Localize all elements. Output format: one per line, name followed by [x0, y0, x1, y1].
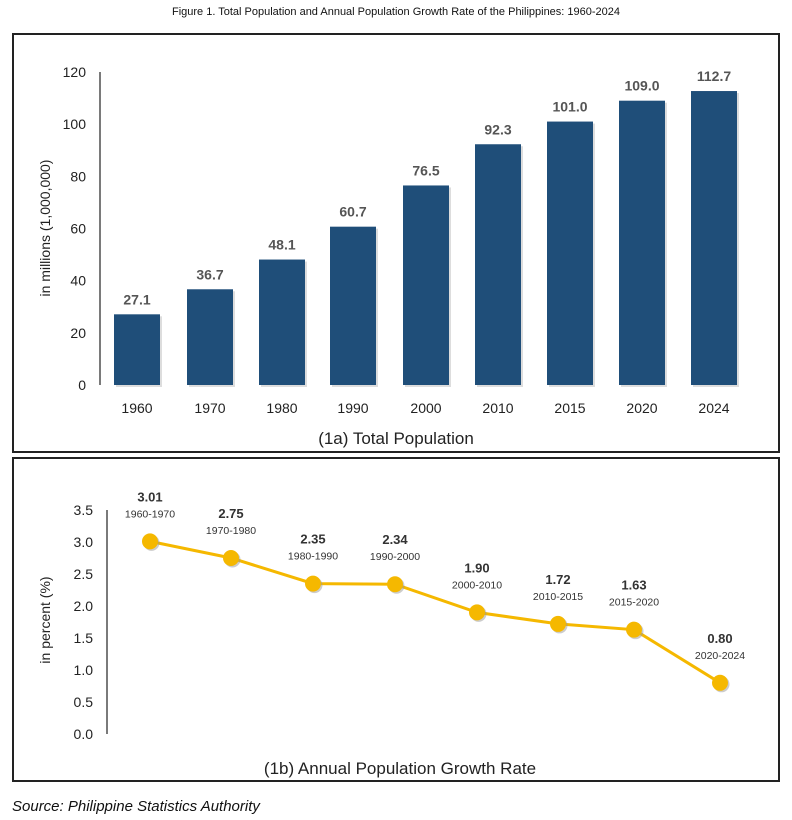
data-point [626, 621, 642, 638]
x-tick-label: 2015 [554, 400, 585, 416]
x-tick-label: 2000 [410, 400, 441, 416]
y-tick-label: 2.5 [74, 566, 94, 582]
y-tick-label: 2.0 [74, 598, 94, 614]
point-value-label: 0.80 [707, 631, 732, 646]
point-period-label: 2000-2010 [452, 579, 502, 591]
bar-data-label: 36.7 [196, 266, 223, 282]
y-axis-label: in millions (1,000,000) [37, 160, 53, 297]
x-tick-label: 2024 [698, 400, 729, 416]
data-point [305, 575, 321, 592]
y-tick-label: 1.5 [74, 630, 94, 646]
bar [619, 100, 665, 386]
point-period-label: 1980-1990 [288, 551, 338, 563]
bar-data-label: 60.7 [339, 204, 366, 220]
series-line [149, 539, 721, 685]
bar [475, 144, 521, 385]
bar [259, 259, 305, 385]
y-tick-label: 80 [70, 168, 86, 184]
y-tick-label: 1.0 [74, 662, 94, 678]
chart-title: (1b) Annual Population Growth Rate [264, 759, 536, 778]
bar-data-label: 101.0 [552, 99, 587, 115]
bar-data-label: 92.3 [484, 121, 511, 137]
data-point [712, 674, 728, 691]
bar-data-label: 112.7 [697, 68, 731, 84]
point-period-label: 1970-1980 [206, 525, 256, 537]
y-axis-label: in percent (%) [37, 576, 53, 663]
y-tick-label: 3.0 [74, 534, 94, 550]
bar-data-label: 27.1 [123, 291, 150, 307]
point-value-label: 1.72 [545, 572, 570, 587]
y-tick-label: 120 [63, 64, 87, 80]
bar-data-label: 48.1 [268, 237, 295, 253]
x-tick-label: 1970 [194, 400, 225, 416]
point-value-label: 2.34 [382, 532, 408, 547]
growth-rate-panel [12, 457, 780, 782]
bar [114, 314, 160, 385]
point-value-label: 3.01 [137, 489, 162, 504]
point-period-label: 2015-2020 [609, 597, 659, 609]
bar [547, 121, 593, 385]
data-point [469, 604, 485, 621]
data-point [223, 550, 239, 566]
source-note: Source: Philippine Statistics Authority [12, 798, 260, 815]
x-tick-label: 1960 [121, 400, 152, 416]
data-point [387, 576, 403, 593]
data-point [142, 533, 158, 550]
x-tick-label: 1990 [337, 400, 368, 416]
y-tick-label: 0.0 [74, 726, 94, 742]
x-tick-label: 2020 [626, 400, 657, 416]
point-value-label: 1.63 [621, 578, 646, 593]
y-tick-label: 40 [70, 273, 86, 289]
x-tick-label: 2010 [482, 400, 513, 416]
point-value-label: 2.35 [300, 532, 325, 547]
bar-data-label: 109.0 [624, 78, 659, 94]
bar [187, 289, 233, 385]
bar-data-label: 76.5 [412, 162, 439, 178]
y-tick-label: 0.5 [74, 694, 94, 710]
bar [403, 185, 449, 385]
y-tick-label: 60 [70, 221, 86, 237]
data-point [550, 615, 566, 632]
point-period-label: 1990-2000 [370, 551, 420, 563]
point-value-label: 1.90 [464, 560, 489, 575]
y-tick-label: 0 [78, 377, 86, 393]
point-period-label: 2020-2024 [695, 650, 745, 662]
figure-title: Figure 1. Total Population and Annual Po… [171, 6, 621, 18]
x-tick-label: 1980 [266, 400, 297, 416]
y-tick-label: 100 [63, 116, 87, 132]
bar [330, 226, 376, 385]
total-population-panel [12, 33, 780, 453]
y-tick-label: 3.5 [74, 502, 94, 518]
point-value-label: 2.75 [218, 506, 243, 521]
point-period-label: 1960-1970 [125, 508, 175, 520]
y-tick-label: 20 [70, 325, 86, 341]
point-period-label: 2010-2015 [533, 591, 583, 603]
bar [691, 91, 737, 385]
chart-title: (1a) Total Population [318, 429, 474, 448]
